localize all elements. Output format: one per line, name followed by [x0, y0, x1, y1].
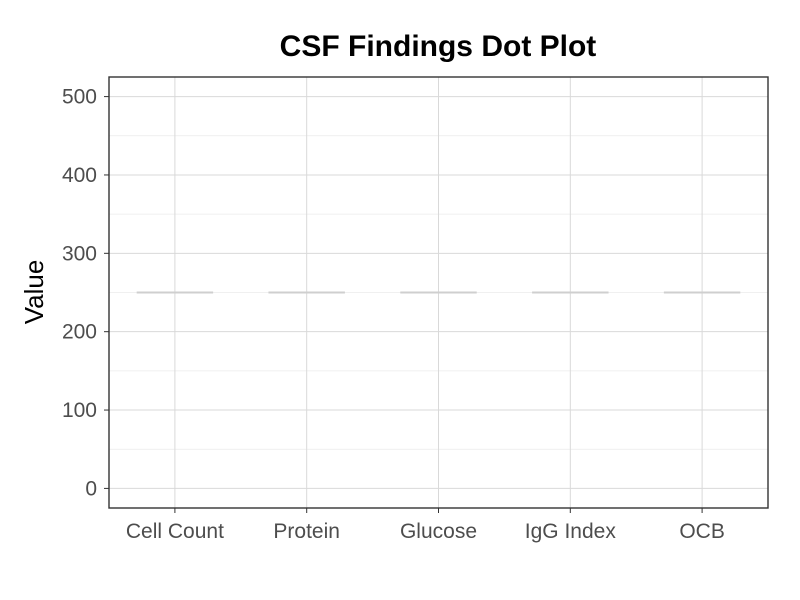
chart-title: CSF Findings Dot Plot — [280, 30, 597, 63]
y-tick-label: 300 — [62, 242, 97, 265]
y-tick-label: 400 — [62, 164, 97, 187]
x-tick-label: IgG Index — [525, 520, 617, 543]
y-axis-ticks: 0 100 200 300 400 500 — [62, 86, 109, 500]
x-axis-ticks: Cell Count Protein Glucose IgG Index OCB — [126, 508, 725, 543]
y-tick-label: 100 — [62, 399, 97, 422]
x-tick-label: Glucose — [400, 520, 477, 543]
x-tick-label: Protein — [273, 520, 340, 543]
x-tick-label: OCB — [679, 520, 725, 543]
y-tick-label: 500 — [62, 86, 97, 109]
x-tick-label: Cell Count — [126, 520, 224, 543]
y-axis-title: Value — [19, 260, 49, 325]
y-tick-label: 200 — [62, 321, 97, 344]
y-tick-label: 0 — [85, 477, 97, 500]
